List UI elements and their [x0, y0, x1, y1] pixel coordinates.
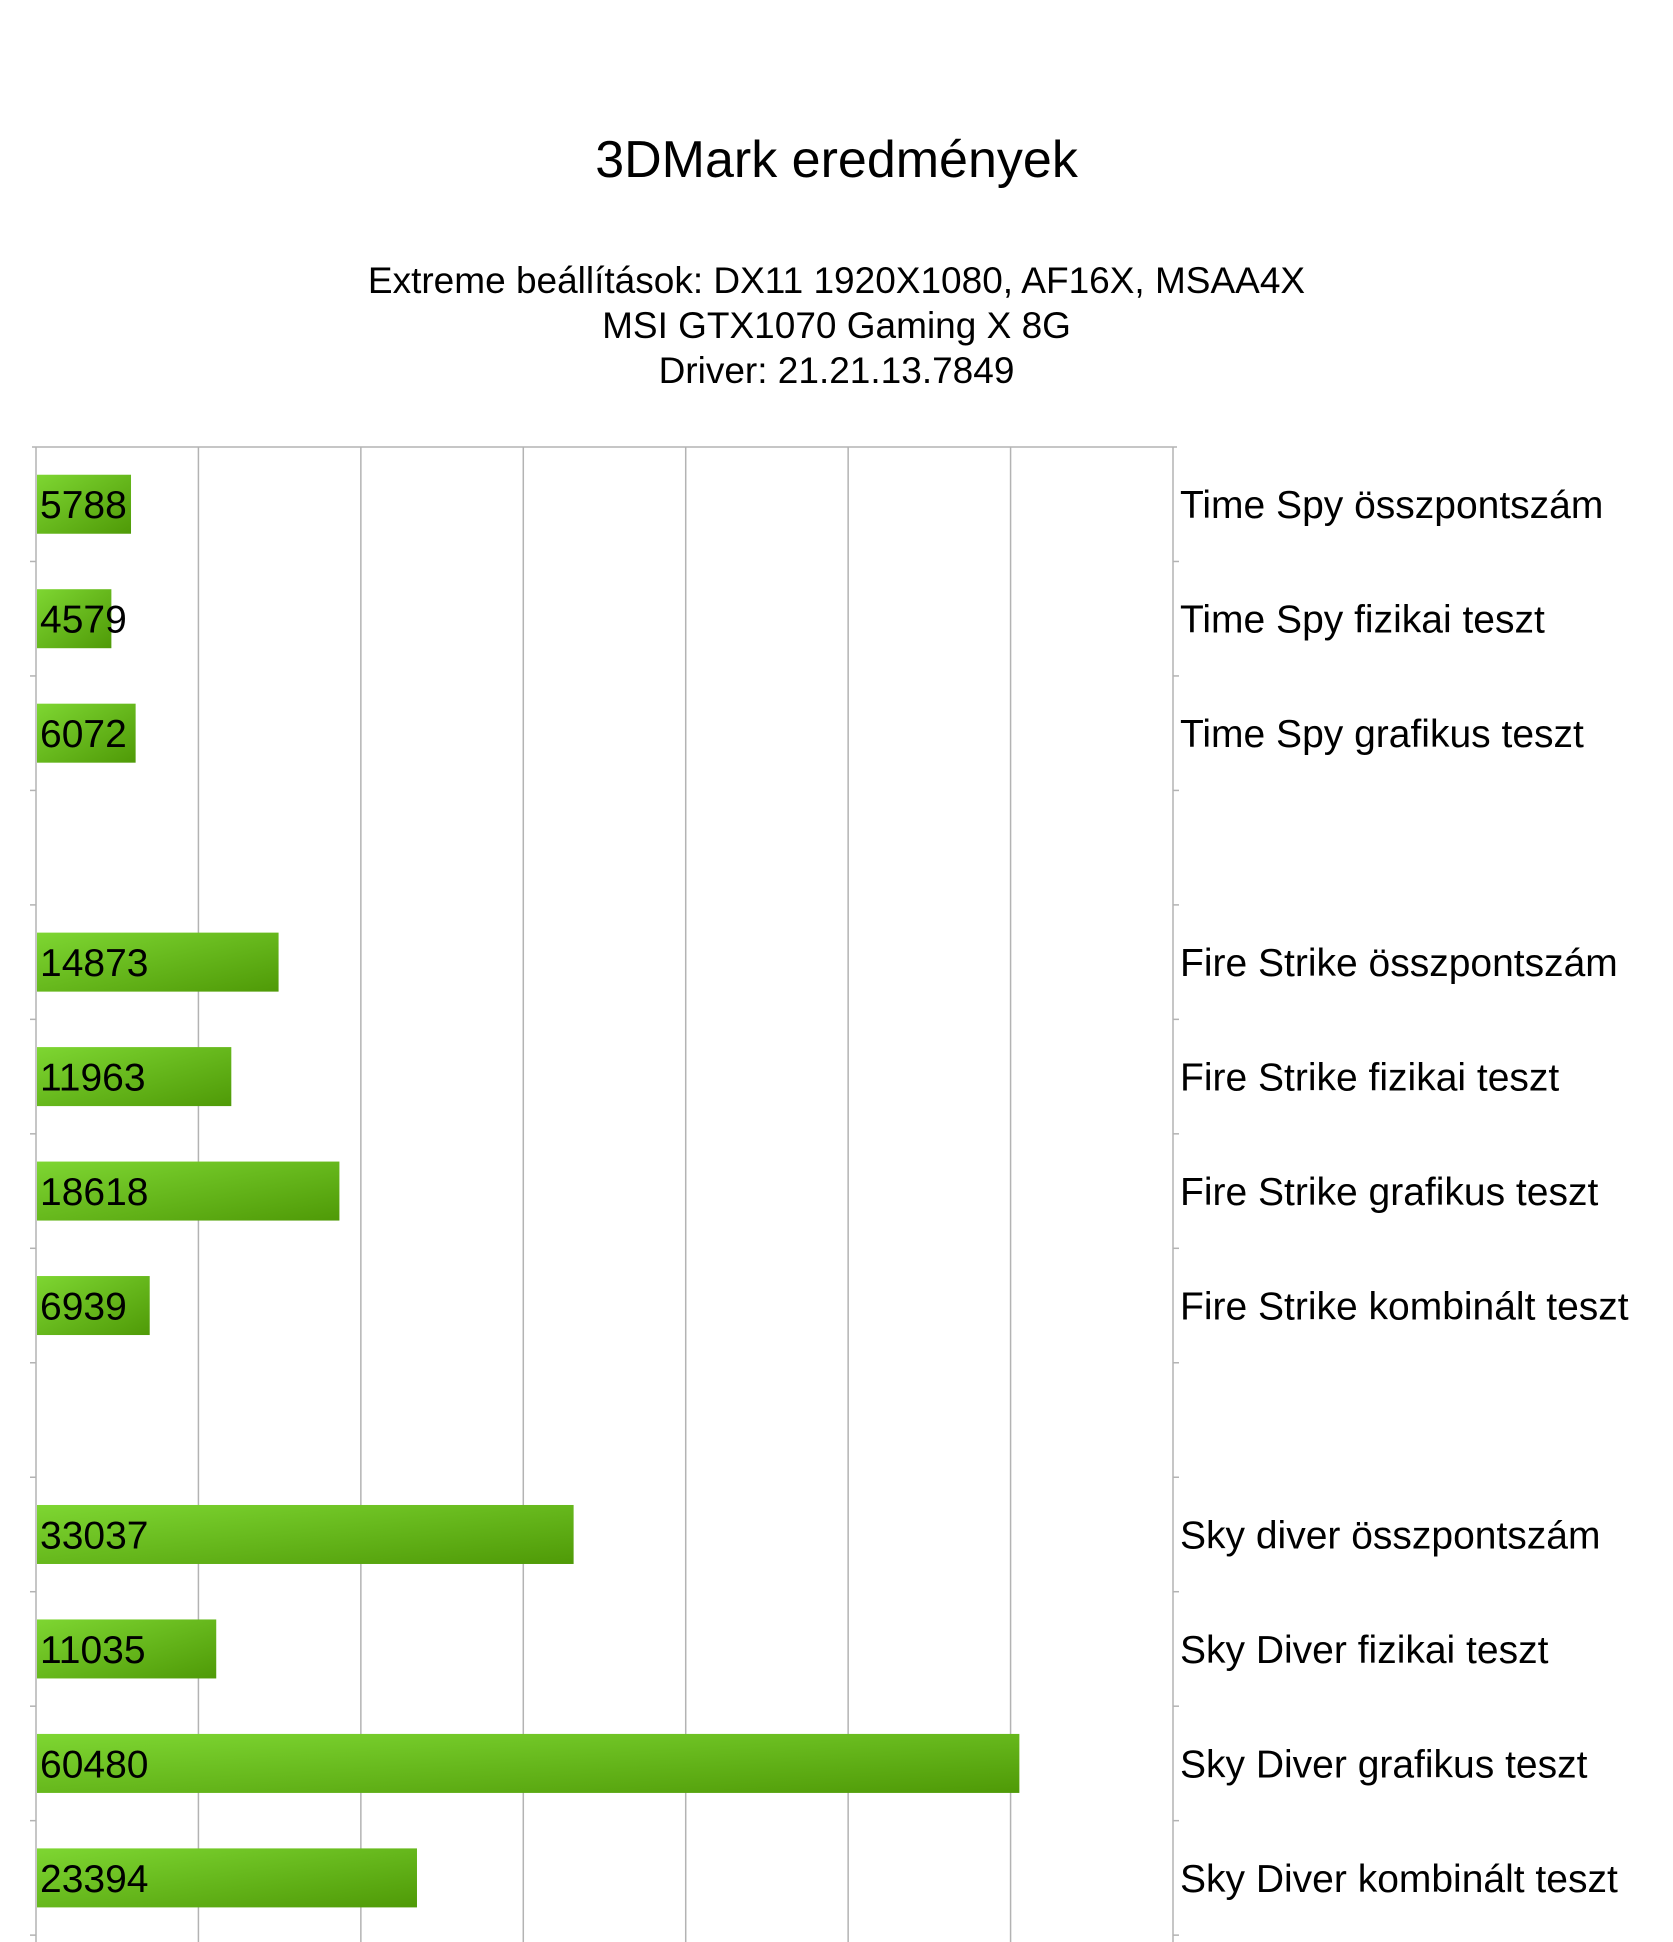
- category-labels: Time Spy összpontszám Time Spy fizikai te…: [1180, 484, 1629, 1901]
- gridlines: [30, 446, 1179, 1942]
- category-label: Sky diver összpontszám: [1180, 1514, 1601, 1557]
- subtitle-line-3: Driver: 21.21.13.7849: [658, 350, 1015, 391]
- category-label: Sky Diver fizikai teszt: [1180, 1629, 1549, 1672]
- bar: [37, 1276, 150, 1336]
- chart-title: 3DMark eredmények: [595, 131, 1078, 189]
- category-label: Fire Strike kombinált teszt: [1180, 1286, 1629, 1329]
- bars: [37, 474, 1020, 1908]
- bar: [37, 703, 136, 763]
- value-labels: 5788 4579 6072 14873 11963 18618 6939 33037 1103…: [40, 484, 148, 1901]
- bar-value-label: 60480: [40, 1743, 148, 1786]
- category-label: Sky Diver kombinált teszt: [1180, 1858, 1618, 1901]
- bar-value-label: 23394: [40, 1858, 148, 1901]
- chart-subtitle: Extreme beállítások: DX11 1920X1080, AF1…: [0, 258, 1673, 393]
- bar-value-label: 4579: [40, 599, 127, 642]
- bar-value-label: 5788: [40, 484, 127, 527]
- category-label: Fire Strike grafikus teszt: [1180, 1171, 1598, 1214]
- bar: [37, 1161, 340, 1221]
- bar-value-label: 18618: [40, 1171, 148, 1214]
- category-label: Fire Strike fizikai teszt: [1180, 1057, 1559, 1100]
- bar-value-label: 6939: [40, 1286, 127, 1329]
- bar: [37, 1848, 417, 1908]
- bar-value-label: 33037: [40, 1514, 148, 1557]
- bar-value-label: 6072: [40, 713, 127, 756]
- bar: [37, 589, 112, 649]
- category-label: Time Spy összpontszám: [1180, 484, 1603, 527]
- bar-value-label: 14873: [40, 942, 148, 985]
- category-label: Fire Strike összpontszám: [1180, 942, 1618, 985]
- category-label: Time Spy fizikai teszt: [1180, 599, 1545, 642]
- bar: [37, 1504, 574, 1564]
- subtitle-line-2: MSI GTX1070 Gaming X 8G: [602, 305, 1071, 346]
- subtitle-line-1: Extreme beállítások: DX11 1920X1080, AF1…: [367, 260, 1306, 301]
- bar: [37, 1047, 232, 1107]
- bar-value-label: 11963: [40, 1057, 146, 1100]
- bar: [37, 474, 132, 534]
- bar: [37, 1619, 217, 1679]
- bar: [37, 1733, 1020, 1793]
- bar: [37, 932, 279, 992]
- category-label: Time Spy grafikus teszt: [1180, 713, 1584, 756]
- category-label: Sky Diver grafikus teszt: [1180, 1743, 1588, 1786]
- bar-value-label: 11035: [40, 1629, 146, 1672]
